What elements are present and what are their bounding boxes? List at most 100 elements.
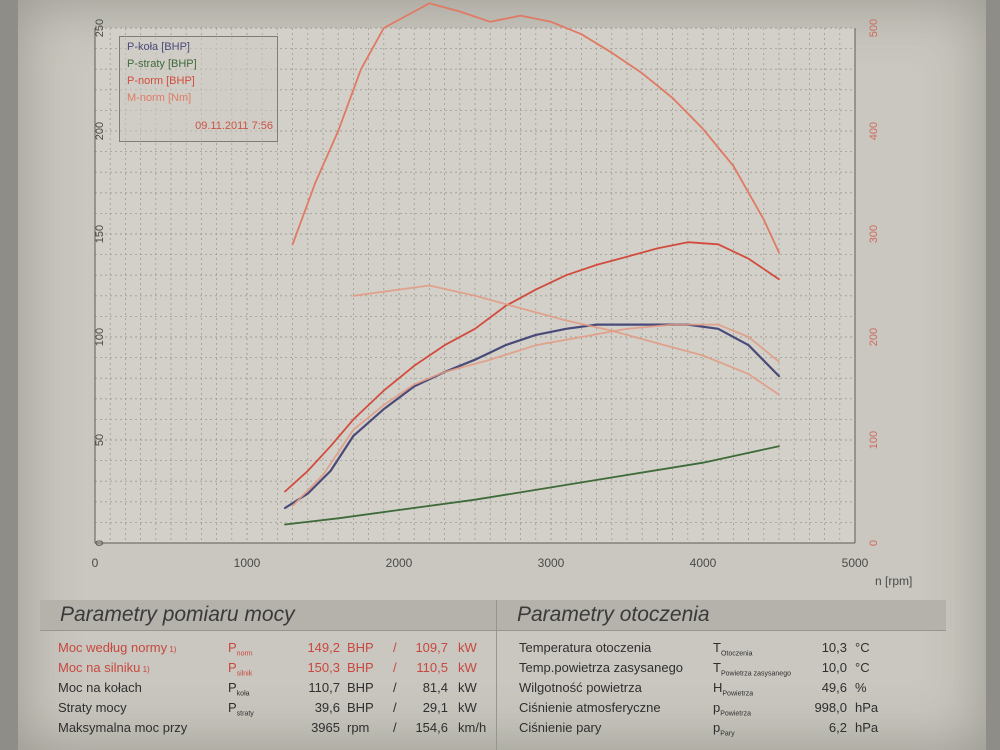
- x-tick-label: 1000: [234, 556, 261, 570]
- y-left-tick-label: 100: [94, 328, 106, 346]
- ambient-params-header: Parametry otoczenia: [497, 600, 946, 631]
- param-value: 6,2: [828, 720, 847, 735]
- measurement-timestamp: 09.11.2011 7:56: [195, 120, 273, 132]
- param-unit-2: kW: [458, 640, 477, 655]
- param-value: 998,0: [814, 700, 847, 715]
- x-tick-label: 3000: [538, 556, 565, 570]
- tables-divider: [496, 600, 497, 750]
- ambient-param-row: Wilgotność powietrza HPowietrza 49,6%: [497, 678, 946, 698]
- param-symbol: Pstraty: [228, 700, 254, 718]
- param-note: 1): [167, 645, 177, 654]
- x-axis-label: n [rpm]: [875, 574, 912, 588]
- param-symbol-sub: silnik: [236, 670, 253, 678]
- param-separator: /: [393, 660, 397, 675]
- param-value-1: 150,3: [307, 660, 340, 675]
- param-unit-1: BHP: [347, 660, 374, 675]
- y-right-tick-label: 500: [868, 19, 880, 37]
- y-right-tick-label: 0: [868, 540, 880, 546]
- series-line-3: [284, 241, 780, 493]
- x-tick-label: 4000: [690, 556, 717, 570]
- param-label: Ciśnienie atmosferyczne: [519, 700, 661, 715]
- parameter-tables: Parametry pomiaru mocy Parametry otoczen…: [40, 600, 946, 750]
- param-symbol: HPowietrza: [713, 680, 754, 698]
- param-label: Straty mocy: [58, 700, 127, 715]
- param-symbol-sub: Powietrza: [722, 690, 754, 698]
- y-left-tick-label: 50: [94, 434, 106, 446]
- param-unit: hPa: [855, 700, 879, 715]
- param-note: 1): [140, 665, 150, 674]
- param-symbol: pPary: [713, 720, 735, 738]
- param-value-1: 149,2: [307, 640, 340, 655]
- power-param-row: Moc na silniku 1) Psilnik 150,3 BHP / 110,5 kW: [40, 658, 496, 678]
- param-symbol: Pkoła: [228, 680, 250, 698]
- param-label: Moc na kołach: [58, 680, 142, 695]
- param-unit: °C: [855, 640, 870, 655]
- param-label: Temp.powietrza zasysanego: [519, 660, 684, 675]
- chart-ticks: 0 1000 2000 3000 4000 5000 n [rpm] 0 50 100 150 200…: [92, 19, 913, 588]
- param-unit-1: BHP: [347, 640, 374, 655]
- series-line-5: [352, 284, 780, 396]
- param-value: 49,6: [821, 680, 847, 695]
- param-symbol-sub: Powietrza zasysanego: [720, 670, 791, 678]
- y-left-tick-label: 250: [94, 19, 106, 37]
- y-right-tick-label: 300: [868, 225, 880, 243]
- param-separator: /: [393, 720, 397, 735]
- param-symbol: Psilnik: [228, 660, 253, 678]
- power-param-row: Moc na kołach Pkoła 110,7 BHP / 81,4 kW: [40, 678, 496, 698]
- param-separator: /: [393, 640, 397, 655]
- param-value-1: 39,6: [314, 700, 340, 715]
- param-unit-2: km/h: [458, 720, 487, 735]
- ambient-param-row: Temp.powietrza zasysanego TPowietrza zasy…: [497, 658, 946, 678]
- param-label: Moc według normy 1): [58, 640, 177, 655]
- legend-entry-p-norm: P-norm [BHP]: [127, 75, 195, 87]
- y-right-tick-label: 400: [868, 122, 880, 140]
- param-symbol-sub: straty: [236, 710, 254, 718]
- y-right-tick-label: 100: [868, 431, 880, 449]
- chart-legend: P-koła [BHP] P-straty [BHP] P-norm [BHP]…: [119, 36, 278, 142]
- ambient-param-row: Ciśnienie atmosferyczne pPowietrza 998,0 hP…: [497, 698, 946, 718]
- param-label: Temperatura otoczenia: [519, 640, 652, 655]
- ambient-params-title: Parametry otoczenia: [517, 603, 710, 626]
- series-line-4: [291, 2, 780, 254]
- legend-entry-p-straty: P-straty [BHP]: [127, 58, 197, 70]
- chart-curves: [283, 2, 781, 526]
- x-tick-label: 2000: [386, 556, 413, 570]
- param-unit: °C: [855, 660, 870, 675]
- series-line-2: [284, 445, 780, 526]
- power-param-row: Moc według normy 1) Pnorm 149,2 BHP / 109,7 kW: [40, 638, 496, 658]
- ambient-param-row: Ciśnienie pary pPary 6,2 hPa: [497, 718, 946, 738]
- power-params-title: Parametry pomiaru mocy: [60, 603, 295, 626]
- param-value-2: 81,4: [422, 680, 448, 695]
- power-param-row: Maksymalna moc przy 3965 rpm / 154,6 km/h: [40, 718, 496, 738]
- chart-axes: [94, 28, 856, 544]
- param-separator: /: [393, 700, 397, 715]
- legend-entry-p-kola: P-koła [BHP]: [127, 41, 190, 53]
- param-value: 10,0: [821, 660, 847, 675]
- param-symbol-sub: norm: [236, 650, 253, 658]
- param-symbol-sub: koła: [236, 690, 250, 698]
- param-value-2: 154,6: [415, 720, 448, 735]
- param-symbol: TPowietrza zasysanego: [713, 660, 791, 678]
- param-value-2: 110,5: [416, 660, 448, 675]
- param-label: Ciśnienie pary: [519, 720, 602, 735]
- param-label: Wilgotność powietrza: [519, 680, 642, 695]
- param-value-1: 3965: [311, 720, 340, 735]
- power-param-row: Straty mocy Pstraty 39,6 BHP / 29,1 kW: [40, 698, 496, 718]
- x-tick-label: 5000: [842, 556, 869, 570]
- ambient-param-row: Temperatura otoczenia TOtoczenia 10,3 °C: [497, 638, 946, 658]
- param-unit-2: kW: [458, 700, 477, 715]
- param-symbol: TOtoczenia: [713, 640, 753, 658]
- y-left-tick-label: 200: [94, 122, 106, 140]
- y-right-tick-label: 200: [868, 328, 880, 346]
- param-unit: hPa: [855, 720, 879, 735]
- param-value-2: 29,1: [422, 700, 448, 715]
- power-params-header: Parametry pomiaru mocy: [40, 600, 496, 631]
- param-symbol-sub: Otoczenia: [720, 650, 753, 658]
- param-symbol: pPowietrza: [713, 700, 751, 718]
- param-value-1: 110,7: [308, 680, 340, 695]
- legend-entry-m-norm: M-norm [Nm]: [127, 92, 192, 104]
- x-tick-label: 0: [92, 556, 99, 570]
- y-left-tick-label: 150: [94, 225, 106, 243]
- param-unit-1: rpm: [347, 720, 370, 735]
- param-unit-2: kW: [458, 680, 477, 695]
